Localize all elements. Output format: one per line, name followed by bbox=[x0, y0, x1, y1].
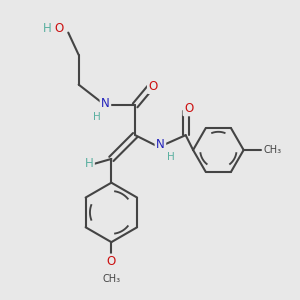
Text: CH₃: CH₃ bbox=[102, 274, 120, 284]
Text: H: H bbox=[167, 152, 175, 162]
Text: H: H bbox=[43, 22, 52, 35]
Text: H: H bbox=[85, 157, 93, 170]
Text: H: H bbox=[93, 112, 101, 122]
Text: O: O bbox=[184, 102, 193, 115]
Text: N: N bbox=[101, 98, 110, 110]
Text: O: O bbox=[54, 22, 63, 35]
Text: O: O bbox=[107, 255, 116, 268]
Text: O: O bbox=[148, 80, 158, 93]
Text: CH₃: CH₃ bbox=[264, 145, 282, 155]
Text: N: N bbox=[156, 138, 165, 151]
